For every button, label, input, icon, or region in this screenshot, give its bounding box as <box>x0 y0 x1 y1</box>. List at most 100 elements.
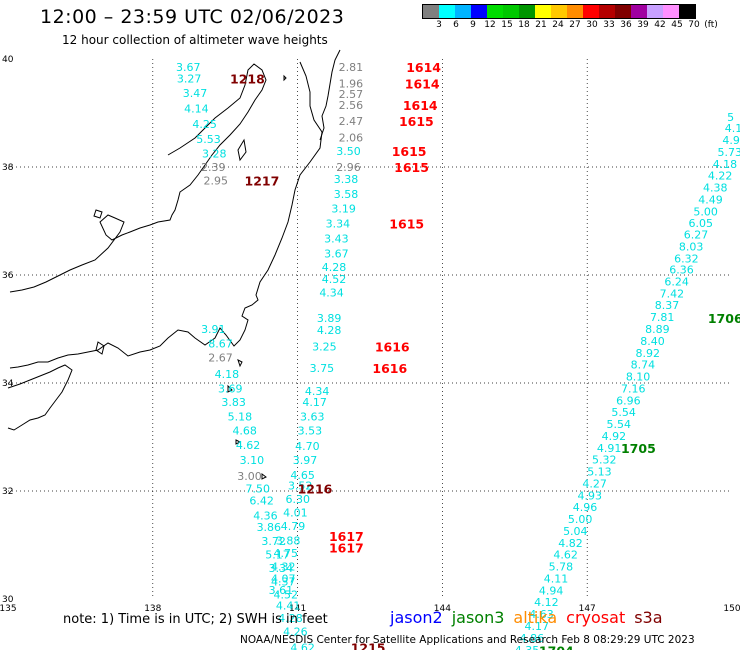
legend-swatch <box>663 5 679 18</box>
swh-value: 4.36 <box>253 509 278 522</box>
swh-value: 5.73 <box>718 146 740 159</box>
swh-value: 3.38 <box>334 173 359 186</box>
legend-tick-label: 24 <box>552 20 564 30</box>
legend-tick-label: 18 <box>518 20 530 30</box>
latitude-label: 36 <box>2 271 14 281</box>
legend-swatch <box>551 5 567 18</box>
swh-value: 4.34 <box>305 385 330 398</box>
swh-value: 4.18 <box>713 158 738 171</box>
swh-value: 2.06 <box>339 131 364 144</box>
swh-value: 3.67 <box>324 247 349 260</box>
swh-value: 6.42 <box>249 495 273 508</box>
legend-swatch <box>519 5 535 18</box>
swh-value: 6.32 <box>674 252 699 265</box>
swh-value: 3.88 <box>276 535 301 548</box>
swh-value: 6.27 <box>684 229 709 242</box>
swh-value: 4.70 <box>295 440 320 453</box>
oki-island <box>93 209 103 219</box>
longitude-label: 138 <box>144 604 161 614</box>
swh-value: 8.03 <box>679 240 704 253</box>
swh-value: 4.49 <box>698 193 723 206</box>
map-frame <box>8 59 732 599</box>
swh-value: 4.79 <box>281 520 306 533</box>
satellite-key-jason3: jason3 <box>451 608 505 627</box>
swh-value: 3.63 <box>300 410 325 423</box>
shikoku-coastline <box>7 364 73 431</box>
pass-time-label: 1705 <box>621 441 656 456</box>
legend-tick-label: 39 <box>637 20 649 30</box>
swh-value: 4.86 <box>520 632 545 645</box>
swh-value: 4.22 <box>708 170 733 183</box>
legend-tick-label: (ft) <box>704 20 718 30</box>
pass-time-label: 1217 <box>245 174 280 189</box>
swh-value: 6.24 <box>664 275 689 288</box>
longitude-label: 141 <box>289 604 306 614</box>
swh-value: 4.68 <box>232 425 257 438</box>
legend-tick-label: 36 <box>620 20 632 30</box>
swh-value: 3.52 <box>288 480 313 493</box>
swh-value: 4.28 <box>317 324 342 337</box>
legend-tick-label: 70 <box>688 20 700 30</box>
legend-tick-label: 30 <box>586 20 598 30</box>
swh-value: 5.18 <box>228 410 253 423</box>
swh-value: 3.43 <box>324 232 349 245</box>
swh-value: 2.81 <box>339 61 364 74</box>
swh-value: 5.04 <box>563 525 588 538</box>
latitude-label: 30 <box>2 595 14 605</box>
swh-value: 3.34 <box>326 218 351 231</box>
swh-value: 5.54 <box>611 406 636 419</box>
swh-value: 4.91 <box>597 442 622 455</box>
swh-value: 5.78 <box>549 561 574 574</box>
swh-value: 3.86 <box>257 521 282 534</box>
swh-value: 3.89 <box>317 312 342 325</box>
swh-value: 3.72 <box>261 535 286 548</box>
map-border <box>8 59 732 599</box>
pass-time-label: 1706 <box>708 311 740 326</box>
satellite-key-jason2: jason2 <box>390 608 443 627</box>
swh-value: 2.56 <box>339 99 364 112</box>
swh-value: 8.89 <box>645 323 670 336</box>
swh-value: 2.67 <box>208 352 233 365</box>
observations: 3.673.273.474.144.255.533.283.918.674.18… <box>176 61 740 650</box>
swh-value: 3.19 <box>331 203 356 216</box>
latitude-label: 34 <box>2 379 14 389</box>
legend-swatch <box>503 5 519 18</box>
swh-value: 5.13 <box>587 466 612 479</box>
longitude-label: 147 <box>579 604 596 614</box>
swh-value: 4.52 <box>322 273 347 286</box>
swh-value: 3.27 <box>177 72 202 85</box>
swh-value: 8.92 <box>635 347 660 360</box>
swh-value: 6.96 <box>616 394 641 407</box>
legend-swatch <box>567 5 583 18</box>
legend-swatch <box>471 5 487 18</box>
footnote: note: 1) Time is in UTC; 2) SWH is in fe… <box>63 612 328 627</box>
swh-value: 8.10 <box>626 371 651 384</box>
swh-value: 1.96 <box>339 77 364 90</box>
pass-time-label: 1614 <box>405 76 440 91</box>
swh-value: 4.9 <box>722 134 740 147</box>
legend-tick-label: 12 <box>484 20 496 30</box>
pass-time-label: 1218 <box>230 71 265 86</box>
legend-swatch <box>583 5 599 18</box>
satellite-key: jason2 jason3 altika cryosat s3a <box>390 608 672 627</box>
izu-island-2 <box>235 439 242 445</box>
pass-time-label: 1617 <box>329 541 364 556</box>
legend-tick-label: 42 <box>654 20 666 30</box>
swh-value: 4.17 <box>524 620 549 633</box>
swh-value: 3.53 <box>298 425 323 438</box>
swh-value: 4.52 <box>273 589 298 602</box>
swh-value: 3.69 <box>218 382 243 395</box>
swh-value: 3.10 <box>240 454 265 467</box>
longitude-label: 150 <box>723 604 740 614</box>
swh-value: 4.27 <box>582 477 607 490</box>
satellite-key-cryosat: cryosat <box>566 608 626 627</box>
awaji-island <box>95 341 105 355</box>
pass-time-label: 1614 <box>403 98 438 113</box>
swh-value: 7.42 <box>660 287 685 300</box>
swh-value: 8.40 <box>640 335 665 348</box>
pass-time-label: 1615 <box>389 217 424 232</box>
swh-value: 6.05 <box>689 217 714 230</box>
latitude-label: 38 <box>2 163 14 173</box>
legend-swatch <box>647 5 663 18</box>
